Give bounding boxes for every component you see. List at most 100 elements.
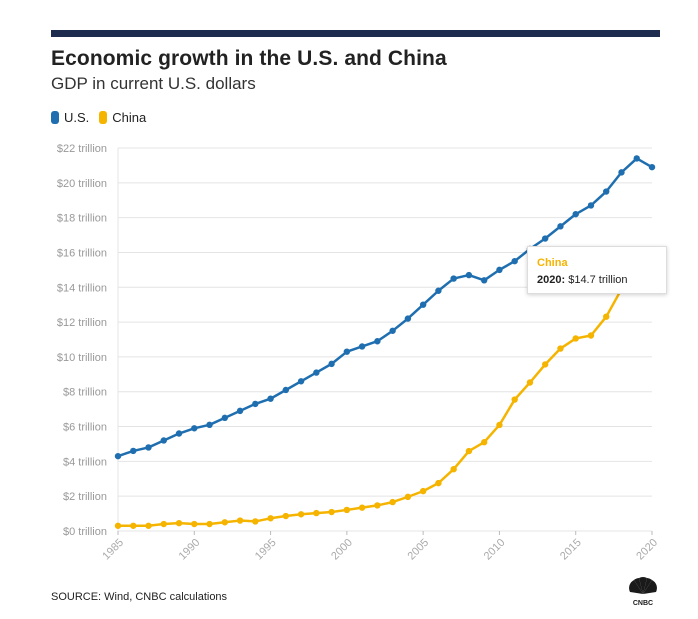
- data-point-china: [526, 379, 534, 386]
- data-point-china: [450, 465, 457, 473]
- x-tick-label: 2005: [405, 537, 431, 563]
- data-point-us: [343, 348, 351, 355]
- data-point-us: [633, 155, 640, 162]
- x-tick-label: 2010: [482, 537, 508, 563]
- data-point-us: [328, 360, 335, 368]
- data-point-us: [419, 301, 427, 308]
- data-point-us: [572, 210, 579, 218]
- data-point-us: [297, 378, 305, 385]
- data-point-china: [267, 515, 274, 522]
- data-point-china: [511, 396, 518, 403]
- data-point-us: [206, 421, 213, 429]
- data-point-china: [191, 520, 198, 528]
- tooltip-year: 2020:: [537, 274, 566, 286]
- y-tick-label: $18 trillion: [57, 213, 107, 225]
- y-tick-label: $8 trillion: [63, 387, 107, 399]
- legend-label-china: China: [112, 110, 147, 125]
- data-point-china: [465, 447, 473, 455]
- y-tick-label: $16 trillion: [57, 247, 107, 259]
- data-point-us: [648, 163, 656, 171]
- data-point-china: [145, 522, 152, 529]
- data-point-us: [404, 315, 412, 322]
- data-point-us: [160, 437, 167, 444]
- data-point-china: [557, 345, 564, 352]
- data-point-us: [603, 188, 610, 195]
- y-axis-ticks: $0 trillion $2 trillion $4 trillion $6 tril…: [57, 143, 107, 538]
- x-tick-label: 1995: [253, 537, 279, 563]
- data-point-us: [480, 277, 488, 284]
- x-tick-label: 2020: [634, 537, 660, 563]
- data-point-us: [130, 447, 137, 455]
- y-tick-label: $22 trillion: [57, 143, 107, 155]
- china-2020-tooltip: China 2020: $14.7 trillion: [527, 246, 667, 294]
- data-point-china: [175, 519, 183, 527]
- data-point-china: [358, 504, 366, 511]
- data-point-china: [480, 439, 488, 446]
- data-point-china: [389, 498, 396, 506]
- data-point-china: [542, 361, 549, 368]
- data-point-us: [542, 235, 549, 242]
- data-point-us: [145, 444, 152, 451]
- y-tick-label: $20 trillion: [57, 178, 107, 190]
- chart-subtitle: GDP in current U.S. dollars: [51, 74, 256, 93]
- y-tick-label: $0 trillion: [63, 526, 107, 538]
- y-tick-label: $6 trillion: [63, 422, 107, 434]
- cnbc-peacock-logo: CNBC: [629, 577, 657, 607]
- data-point-china: [374, 502, 381, 509]
- data-point-china: [114, 522, 122, 529]
- tooltip-series-name: China: [537, 257, 568, 269]
- data-point-us: [221, 414, 228, 422]
- data-point-us: [389, 327, 396, 334]
- data-point-china: [404, 493, 412, 501]
- tooltip-value: $14.7 trillion: [568, 274, 628, 286]
- legend: U.S. China: [51, 110, 156, 125]
- series-line-us: [116, 157, 654, 458]
- top-accent-bar: [51, 30, 660, 37]
- legend-swatch-us: [51, 111, 59, 124]
- data-point-us: [282, 386, 290, 394]
- data-point-us: [587, 202, 595, 209]
- source-note: SOURCE: Wind, CNBC calculations: [51, 591, 228, 603]
- chart-title: Economic growth in the U.S. and China: [51, 47, 447, 70]
- data-point-us: [313, 369, 320, 376]
- series-layer: [114, 155, 656, 529]
- data-point-china: [282, 512, 290, 520]
- data-point-china: [297, 511, 305, 518]
- y-tick-label: $12 trillion: [57, 317, 107, 329]
- legend-item-china[interactable]: China: [99, 110, 146, 125]
- data-point-china: [206, 520, 213, 528]
- data-point-china: [419, 487, 427, 495]
- data-point-china: [343, 506, 351, 514]
- data-point-china: [130, 522, 137, 529]
- data-point-us: [114, 452, 122, 460]
- data-point-us: [267, 395, 274, 402]
- data-point-us: [175, 430, 183, 437]
- x-tick-label: 2000: [329, 537, 355, 563]
- data-point-china: [435, 479, 442, 487]
- legend-label-us: U.S.: [64, 110, 90, 125]
- y-tick-label: $4 trillion: [63, 456, 107, 468]
- data-point-us: [358, 343, 366, 350]
- tooltip-value-line: 2020: $14.7 trillion: [537, 274, 628, 286]
- grid-layer: [117, 147, 652, 532]
- gdp-line-chart: $0 trillion $2 trillion $4 trillion $6 tril…: [57, 143, 660, 562]
- x-tick-label: 1985: [100, 537, 126, 563]
- data-point-china: [236, 517, 244, 524]
- data-point-china: [313, 509, 320, 517]
- y-tick-label: $10 trillion: [57, 352, 107, 364]
- data-point-china: [603, 313, 610, 320]
- x-tick-label: 1990: [177, 537, 203, 563]
- x-tick-label: 2015: [558, 537, 584, 563]
- data-point-us: [374, 338, 381, 345]
- data-point-us: [191, 425, 198, 432]
- x-axis-ticks: 1985 1990 1995 2000 2005 2010 2015 2020: [100, 531, 660, 562]
- data-point-us: [252, 400, 259, 408]
- legend-item-us[interactable]: U.S.: [51, 110, 89, 125]
- data-point-china: [221, 519, 228, 526]
- y-tick-label: $2 trillion: [63, 491, 107, 503]
- data-point-china: [252, 518, 259, 525]
- data-point-us: [465, 271, 473, 279]
- data-point-china: [160, 520, 167, 528]
- data-point-us: [450, 275, 457, 282]
- cnbc-logo-text: CNBC: [633, 600, 653, 607]
